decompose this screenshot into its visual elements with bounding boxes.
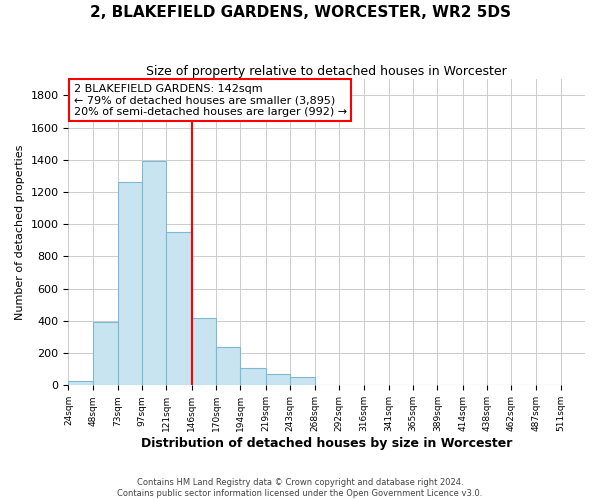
Title: Size of property relative to detached houses in Worcester: Size of property relative to detached ho… bbox=[146, 65, 507, 78]
Bar bbox=[92, 322, 118, 386]
X-axis label: Distribution of detached houses by size in Worcester: Distribution of detached houses by size … bbox=[141, 437, 512, 450]
Bar bbox=[166, 232, 192, 386]
Bar bbox=[192, 318, 216, 386]
Bar bbox=[240, 368, 266, 386]
Bar bbox=[340, 384, 364, 386]
Bar bbox=[315, 384, 340, 386]
Text: Contains HM Land Registry data © Crown copyright and database right 2024.
Contai: Contains HM Land Registry data © Crown c… bbox=[118, 478, 482, 498]
Bar bbox=[290, 378, 315, 386]
Bar bbox=[68, 382, 92, 386]
Bar bbox=[118, 182, 142, 386]
Bar bbox=[266, 374, 290, 386]
Text: 2, BLAKEFIELD GARDENS, WORCESTER, WR2 5DS: 2, BLAKEFIELD GARDENS, WORCESTER, WR2 5D… bbox=[89, 5, 511, 20]
Bar bbox=[142, 160, 166, 386]
Text: 2 BLAKEFIELD GARDENS: 142sqm
← 79% of detached houses are smaller (3,895)
20% of: 2 BLAKEFIELD GARDENS: 142sqm ← 79% of de… bbox=[74, 84, 347, 117]
Bar bbox=[216, 348, 240, 386]
Y-axis label: Number of detached properties: Number of detached properties bbox=[15, 144, 25, 320]
